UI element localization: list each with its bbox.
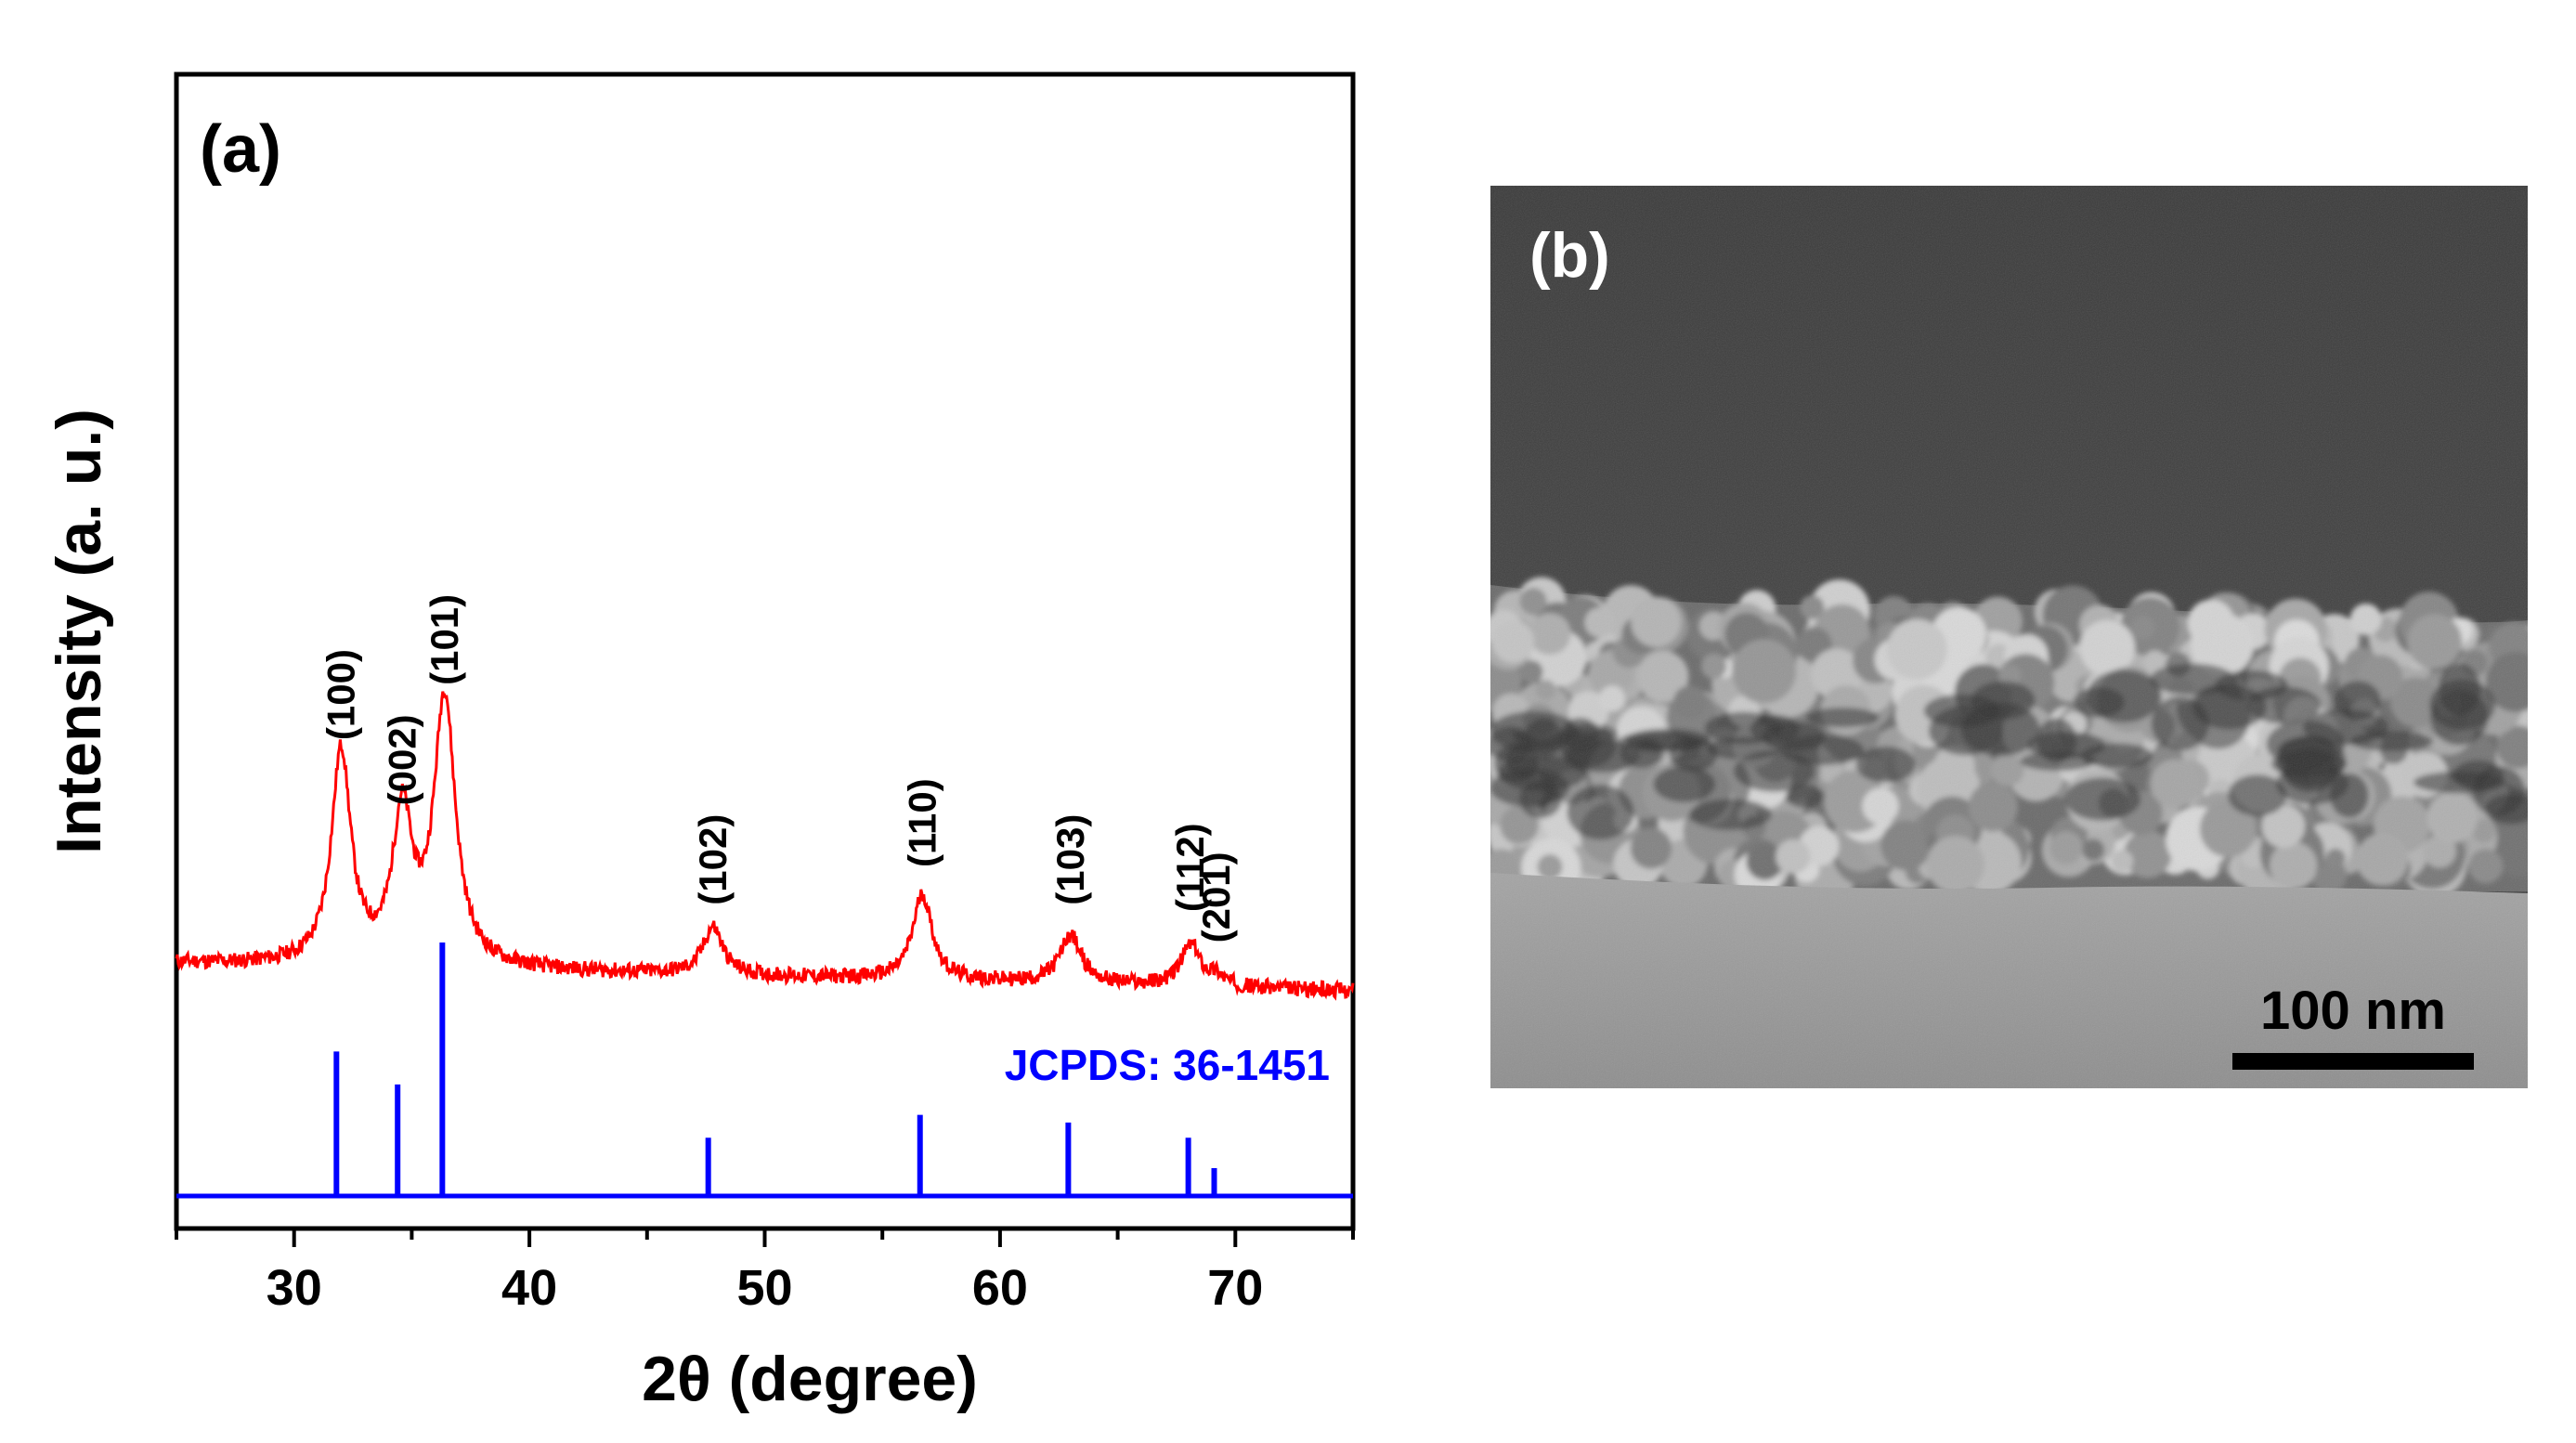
- peak-label-3: (102): [691, 814, 735, 905]
- reference-label: JCPDS: 36-1451: [1005, 1041, 1330, 1089]
- reference-pattern: [333, 942, 1217, 1196]
- x-axis-ticks: 30 40 50 60 70: [175, 1228, 1355, 1316]
- measured-pattern-line: [175, 691, 1355, 1001]
- scale-bar: [2232, 1053, 2474, 1070]
- peak-label-0: (100): [319, 649, 362, 740]
- x-tick-label-50: 50: [736, 1260, 792, 1316]
- peak-label-2: (101): [423, 594, 466, 685]
- xrd-chart: (100) (002)(101) (102) (110) (103) (112)(201)…: [44, 72, 1356, 1414]
- x-tick-label-60: 60: [972, 1260, 1028, 1316]
- y-axis-label: Intensity (a. u.): [44, 409, 114, 854]
- peak-label-5: (103): [1048, 814, 1092, 905]
- scale-bar-text: 100 nm: [2260, 981, 2446, 1041]
- sem-micrograph: [1490, 186, 2528, 1088]
- peak-label-4: (110): [900, 778, 943, 867]
- panel-a-label: (a): [200, 112, 281, 187]
- sem-noise: [1490, 186, 2528, 1088]
- peak-label-7: (201): [1194, 852, 1238, 942]
- peak-label-1: (002): [380, 714, 423, 805]
- sem-image-panel: (b) 100 nm: [1490, 186, 2528, 1088]
- peak-label-6: (112): [1168, 823, 1212, 912]
- x-tick-label-70: 70: [1207, 1260, 1263, 1316]
- peak-labels: (100) (002)(101) (102) (110) (103) (112)(201): [319, 594, 1238, 943]
- x-tick-label-30: 30: [267, 1260, 322, 1316]
- x-axis-label: 2θ (degree): [642, 1344, 978, 1414]
- panel-b-label: (b): [1529, 220, 1610, 291]
- x-tick-label-40: 40: [501, 1260, 557, 1316]
